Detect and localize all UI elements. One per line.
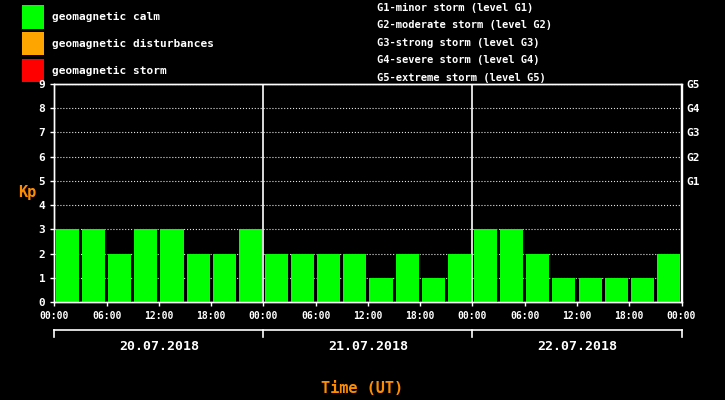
Text: 21.07.2018: 21.07.2018 <box>328 340 408 353</box>
Bar <box>500 229 523 302</box>
Text: 20.07.2018: 20.07.2018 <box>119 340 199 353</box>
FancyBboxPatch shape <box>22 5 44 28</box>
Bar <box>448 254 471 302</box>
Text: geomagnetic calm: geomagnetic calm <box>52 12 160 22</box>
Text: G4-severe storm (level G4): G4-severe storm (level G4) <box>377 56 539 66</box>
Text: G5-extreme storm (level G5): G5-extreme storm (level G5) <box>377 73 546 83</box>
Bar <box>82 229 105 302</box>
Text: Time (UT): Time (UT) <box>321 381 404 396</box>
Bar <box>186 254 210 302</box>
Bar <box>344 254 366 302</box>
Bar <box>239 229 262 302</box>
Bar <box>579 278 602 302</box>
Bar <box>318 254 340 302</box>
Text: geomagnetic storm: geomagnetic storm <box>52 66 167 76</box>
FancyBboxPatch shape <box>22 59 44 82</box>
Bar <box>631 278 654 302</box>
Bar <box>370 278 392 302</box>
Bar <box>422 278 445 302</box>
Bar <box>396 254 418 302</box>
Text: G3-strong storm (level G3): G3-strong storm (level G3) <box>377 38 539 48</box>
Y-axis label: Kp: Kp <box>18 186 36 200</box>
Bar <box>657 254 680 302</box>
Text: G2-moderate storm (level G2): G2-moderate storm (level G2) <box>377 20 552 30</box>
FancyBboxPatch shape <box>22 32 44 56</box>
Text: G1-minor storm (level G1): G1-minor storm (level G1) <box>377 2 534 12</box>
Text: geomagnetic disturbances: geomagnetic disturbances <box>52 39 214 49</box>
Bar <box>605 278 628 302</box>
Bar <box>56 229 79 302</box>
Text: 22.07.2018: 22.07.2018 <box>537 340 617 353</box>
Bar <box>291 254 314 302</box>
Bar <box>265 254 288 302</box>
Bar <box>108 254 131 302</box>
Bar <box>474 229 497 302</box>
Bar <box>212 254 236 302</box>
Bar <box>526 254 550 302</box>
Bar <box>160 229 183 302</box>
Bar <box>552 278 576 302</box>
Bar <box>134 229 157 302</box>
